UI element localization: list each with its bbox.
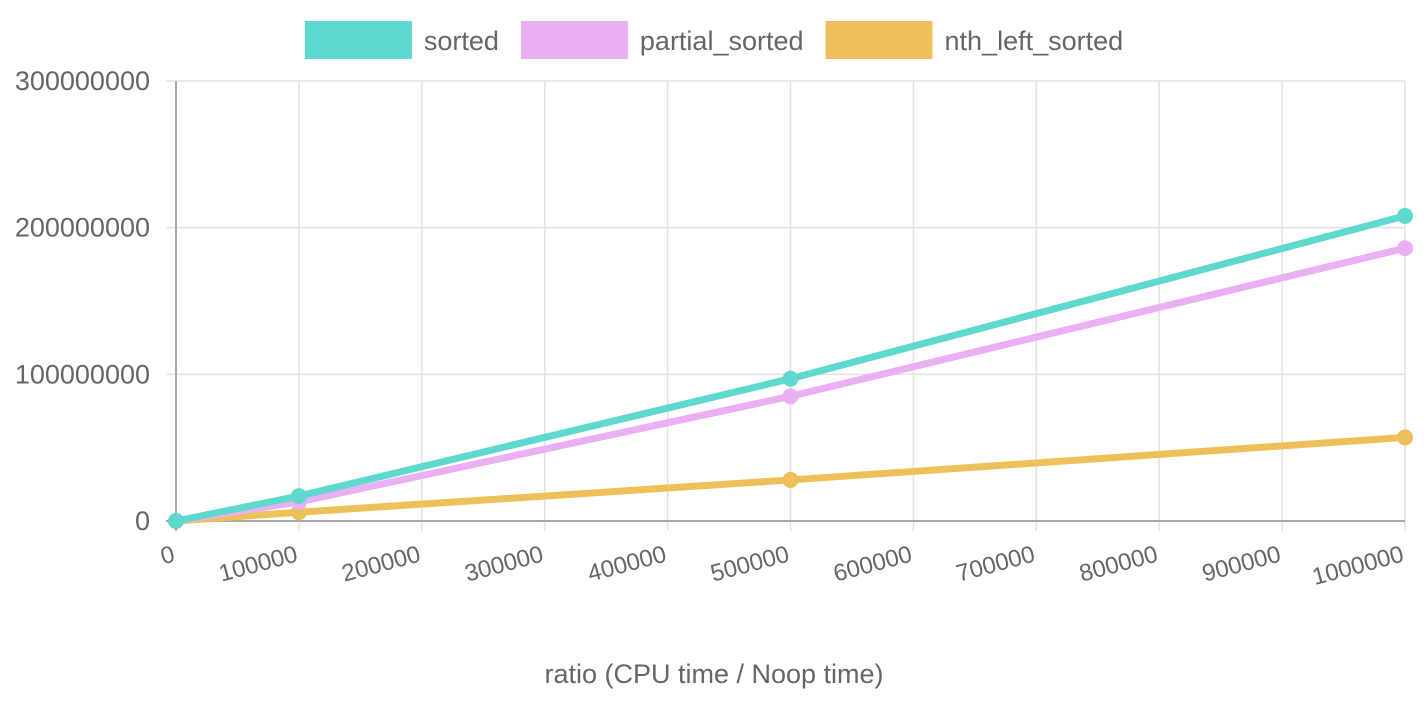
- x-tick-label: 0: [158, 541, 178, 571]
- x-tick-label: 900000: [1199, 541, 1283, 588]
- x-tick-label: 600000: [831, 541, 915, 588]
- legend-label: partial_sorted: [640, 26, 804, 56]
- x-tick-label: 500000: [708, 541, 792, 588]
- x-tick-label: 200000: [339, 541, 423, 588]
- series-line-nth_left_sorted: [172, 433, 1409, 525]
- data-point-sorted: [1397, 207, 1413, 224]
- y-tick-label: 100000000: [15, 359, 150, 389]
- data-point-sorted: [782, 370, 799, 387]
- data-point-sorted: [168, 513, 184, 529]
- legend-swatch: [825, 21, 933, 59]
- x-tick-label: 300000: [462, 541, 546, 588]
- legend-item-partial_sorted: partial_sorted: [520, 21, 804, 59]
- x-tick-label: 400000: [585, 541, 669, 588]
- data-point-nth_left_sorted: [782, 471, 799, 488]
- y-tick-label: 300000000: [15, 66, 150, 96]
- x-tick-label: 100000: [216, 541, 300, 588]
- legend-label: sorted: [424, 26, 499, 56]
- series-lines: [168, 207, 1413, 529]
- legend: sorted partial_sorted nth_left_sorted: [304, 21, 1124, 59]
- legend-swatch: [304, 21, 412, 59]
- data-point-nth_left_sorted: [1397, 429, 1413, 446]
- x-tick-label: 800000: [1076, 541, 1160, 588]
- series-line-sorted: [172, 212, 1409, 525]
- data-point-partial_sorted: [1397, 240, 1413, 257]
- data-point-partial_sorted: [782, 388, 799, 405]
- legend-item-sorted: sorted: [304, 21, 499, 59]
- legend-item-nth_left_sorted: nth_left_sorted: [825, 21, 1124, 59]
- y-tick-label: 200000000: [15, 213, 150, 243]
- x-axis-title: ratio (CPU time / Noop time): [544, 659, 883, 689]
- legend-swatch: [520, 21, 628, 59]
- y-tick-label: 0: [135, 506, 150, 536]
- legend-label: nth_left_sorted: [945, 26, 1124, 56]
- x-tick-label: 700000: [954, 541, 1038, 588]
- data-point-sorted: [290, 488, 307, 505]
- grid-lines: [166, 80, 1406, 531]
- x-tick-label: 1000000: [1309, 541, 1406, 591]
